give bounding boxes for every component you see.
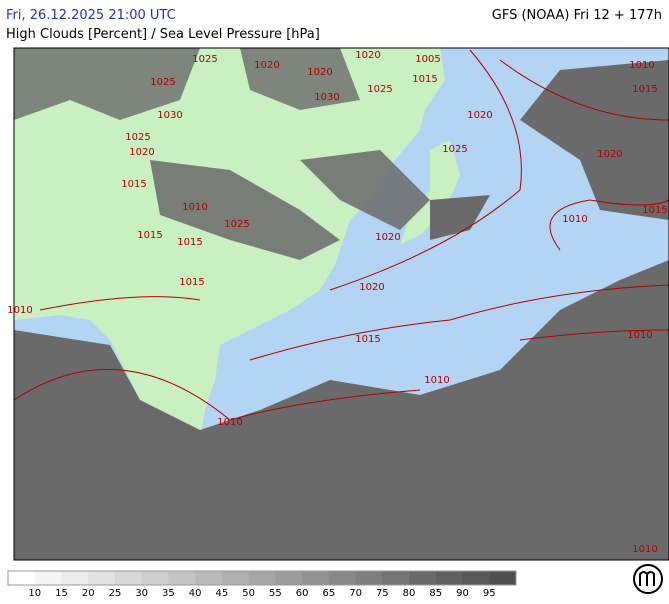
colorbar-label: 55	[269, 588, 282, 599]
colorbar-label: 85	[429, 588, 442, 599]
isobar-label: 1020	[307, 67, 332, 78]
colorbar-swatch	[382, 571, 410, 585]
colorbar-swatch	[489, 571, 517, 585]
isobar-label: 1005	[415, 54, 440, 65]
clouds	[14, 260, 669, 560]
colorbar-swatch	[8, 571, 36, 585]
colorbar-label: 75	[376, 588, 389, 599]
colorbar-label: 40	[189, 588, 202, 599]
isobar-labels: 1005 1015 1010 1015 1020 1025 1020 1010 1015 1020…	[7, 50, 667, 555]
isobar-label: 1025	[224, 219, 249, 230]
isobar-label: 1010	[182, 202, 207, 213]
clouds	[14, 48, 200, 120]
clouds	[430, 195, 490, 240]
isobar-label: 1010	[7, 305, 32, 316]
clouds	[240, 48, 360, 110]
isobar-label: 1015	[177, 237, 202, 248]
isobar-label: 1020	[254, 60, 279, 71]
map-frame	[13, 47, 669, 561]
colorbar-swatch	[61, 571, 89, 585]
isobar-label: 1015	[412, 74, 437, 85]
colorbar-swatch	[435, 571, 464, 585]
colorbar-frame	[7, 570, 517, 586]
colorbar-swatch	[141, 571, 169, 585]
colorbar-swatch	[34, 571, 62, 585]
isobar-label: 1030	[157, 110, 182, 121]
colorbar-label: 10	[28, 588, 41, 599]
isobar-label: 1010	[629, 60, 654, 71]
isobar-label: 1010	[217, 417, 242, 428]
colorbar-label: 80	[403, 588, 416, 599]
clouds	[300, 150, 430, 230]
isobar-label: 1020	[467, 110, 492, 121]
isobar-label: 1025	[125, 132, 150, 143]
japan	[400, 140, 460, 245]
isobar-label: 1020	[359, 282, 384, 293]
colorbar-label: 45	[216, 588, 229, 599]
isobar-label: 1030	[314, 92, 339, 103]
isobar-label: 1025	[150, 77, 175, 88]
isobar-label: 1010	[632, 544, 657, 555]
isobar-label: 1020	[355, 50, 380, 61]
clouds	[150, 160, 340, 260]
colorbar-label: 35	[162, 588, 175, 599]
isobar-label: 1010	[424, 375, 449, 386]
colorbar-swatch	[302, 571, 330, 585]
colorbar-label: 30	[135, 588, 148, 599]
colorbar-swatch	[221, 571, 250, 585]
isobar-label: 1020	[129, 147, 154, 158]
colorbar-label: 95	[483, 588, 496, 599]
colorbar-label: 60	[296, 588, 309, 599]
colorbar-swatch	[355, 571, 383, 585]
map-title: High Clouds [Percent] / Sea Level Pressu…	[6, 27, 320, 42]
colorbar-swatch	[195, 571, 223, 585]
map	[13, 47, 669, 561]
colorbar: 10 15 20 25 30 35 40 45 50 55 60 65 70 75 80 85 90 95	[7, 570, 517, 599]
colorbar-swatch	[328, 571, 357, 585]
isobar-label: 1015	[179, 277, 204, 288]
isobar-label: 1015	[137, 230, 162, 241]
isobar-label: 1025	[367, 84, 392, 95]
colorbar-label: 50	[242, 588, 255, 599]
colorbar-swatch	[275, 571, 303, 585]
colorbar-swatch	[88, 571, 116, 585]
isobar-label: 1025	[442, 144, 467, 155]
colorbar-swatch	[114, 571, 143, 585]
isobar-label: 1015	[632, 84, 657, 95]
isobar-label: 1010	[627, 330, 652, 341]
clouds	[520, 60, 669, 220]
isobar-label: 1020	[375, 232, 400, 243]
colorbar-label: 70	[349, 588, 362, 599]
datetime: Fri, 26.12.2025 21:00 UTC	[6, 8, 176, 23]
colorbar-swatch	[409, 571, 437, 585]
colorbar-swatch	[248, 571, 276, 585]
isobar-label: 1025	[192, 54, 217, 65]
logo	[633, 564, 663, 594]
isobar-label: 1015	[642, 205, 667, 216]
colorbar-label: 25	[109, 588, 122, 599]
model-run: GFS (NOAA) Fri 12 + 177h	[492, 8, 662, 23]
colorbar-label: 65	[322, 588, 335, 599]
isobar-label: 1015	[355, 334, 380, 345]
land	[14, 48, 445, 470]
colorbar-swatch	[168, 571, 196, 585]
logo-mark	[639, 571, 655, 586]
isobar-label: 1020	[597, 149, 622, 160]
colorbar-label: 20	[82, 588, 95, 599]
colorbar-label: 90	[456, 588, 469, 599]
isobar-label: 1015	[121, 179, 146, 190]
isobars	[13, 49, 669, 421]
colorbar-label: 15	[55, 588, 68, 599]
colorbar-swatch	[462, 571, 490, 585]
isobar-label: 1010	[562, 214, 587, 225]
